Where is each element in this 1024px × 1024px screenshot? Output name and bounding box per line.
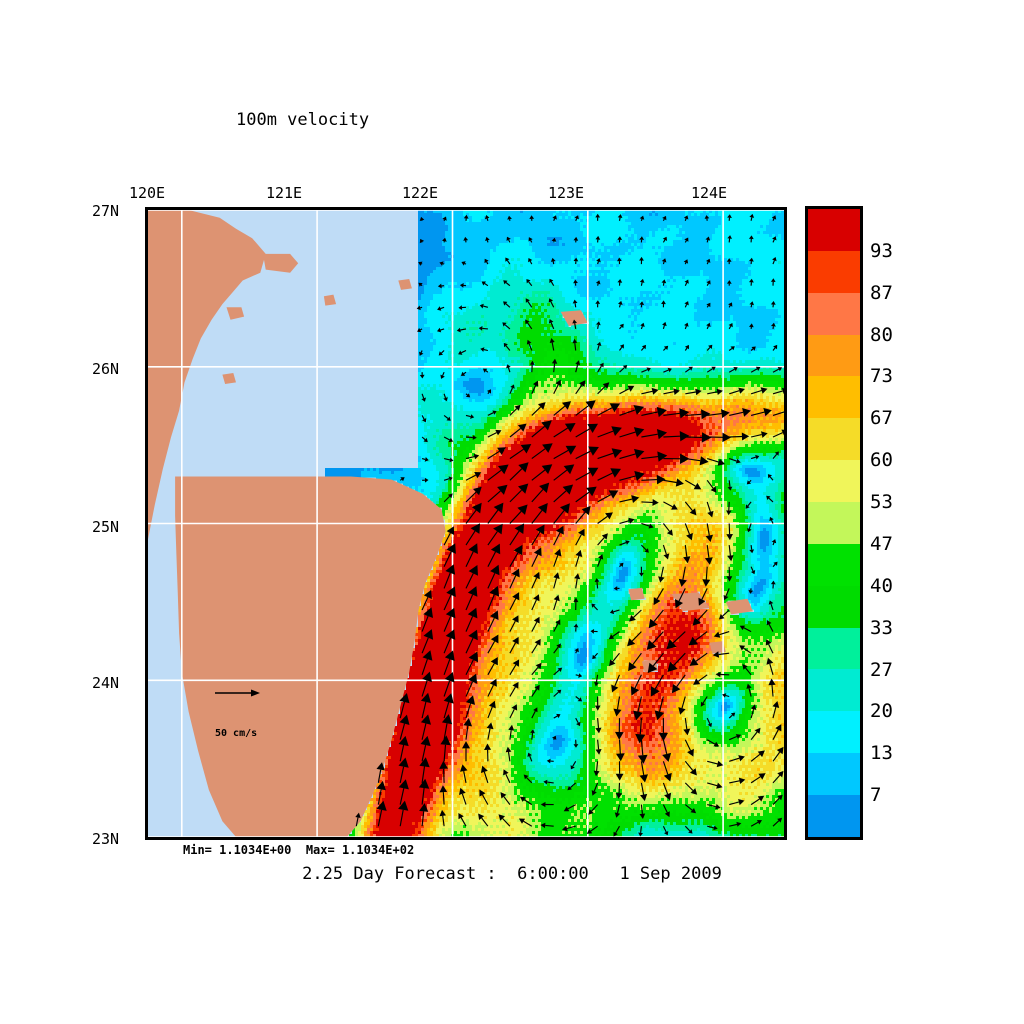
colorbar-band-13: [808, 753, 860, 796]
colorbar-tick-13: 13: [870, 742, 893, 765]
colorbar-tick-40: 40: [870, 574, 893, 597]
vector-scale-arrow: [215, 689, 260, 697]
colorbar-band-4: [808, 376, 860, 419]
colorbar-band-14: [808, 795, 860, 837]
ytick-0: 27N: [92, 202, 120, 220]
colorbar-band-9: [808, 585, 860, 628]
colorbar-tick-93: 93: [870, 239, 893, 262]
xtick-4: 124E: [690, 184, 728, 202]
minmax-text: Min= 1.1034E+00 Max= 1.1034E+02: [183, 843, 415, 857]
colorbar-band-6: [808, 460, 860, 503]
colorbar-tick-73: 73: [870, 365, 893, 388]
colorbar-band-7: [808, 502, 860, 544]
colorbar-band-10: [808, 627, 860, 670]
colorbar-tick-53: 53: [870, 491, 893, 514]
ytick-1: 26N: [92, 360, 120, 378]
colorbar-band-11: [808, 669, 860, 712]
ytick-3: 24N: [92, 674, 120, 692]
colorbar-tick-47: 47: [870, 532, 893, 555]
colorbar-tick-7: 7: [870, 784, 882, 807]
colorbar-tick-20: 20: [870, 700, 893, 723]
colorbar-band-1: [808, 250, 860, 293]
colorbar-tick-87: 87: [870, 281, 893, 304]
colorbar-tick-27: 27: [870, 658, 893, 681]
colorbar-tick-67: 67: [870, 407, 893, 430]
velocity-field-svg: [148, 210, 784, 837]
colorbar-band-2: [808, 292, 860, 335]
xtick-1: 121E: [265, 184, 303, 202]
xtick-2: 122E: [401, 184, 439, 202]
colorbar[interactable]: [805, 206, 863, 840]
colorbar-tick-60: 60: [870, 449, 893, 472]
ytick-4: 23N: [92, 830, 120, 848]
ytick-2: 25N: [92, 518, 120, 536]
forecast-text: 2.25 Day Forecast : 6:00:00 1 Sep 2009: [302, 864, 722, 884]
page-title: 100m velocity: [236, 110, 370, 130]
map-plot-area[interactable]: [145, 207, 787, 840]
xtick-3: 123E: [547, 184, 585, 202]
map-canvas: [148, 210, 784, 837]
colorbar-band-0: [808, 209, 860, 251]
xtick-0: 120E: [128, 184, 166, 202]
colorbar-band-5: [808, 418, 860, 461]
colorbar-band-8: [808, 543, 860, 586]
colorbar-band-12: [808, 711, 860, 754]
colorbar-band-3: [808, 334, 860, 377]
colorbar-tick-80: 80: [870, 323, 893, 346]
vector-scale-label: 50 cm/s: [215, 728, 258, 739]
colorbar-tick-33: 33: [870, 616, 893, 639]
